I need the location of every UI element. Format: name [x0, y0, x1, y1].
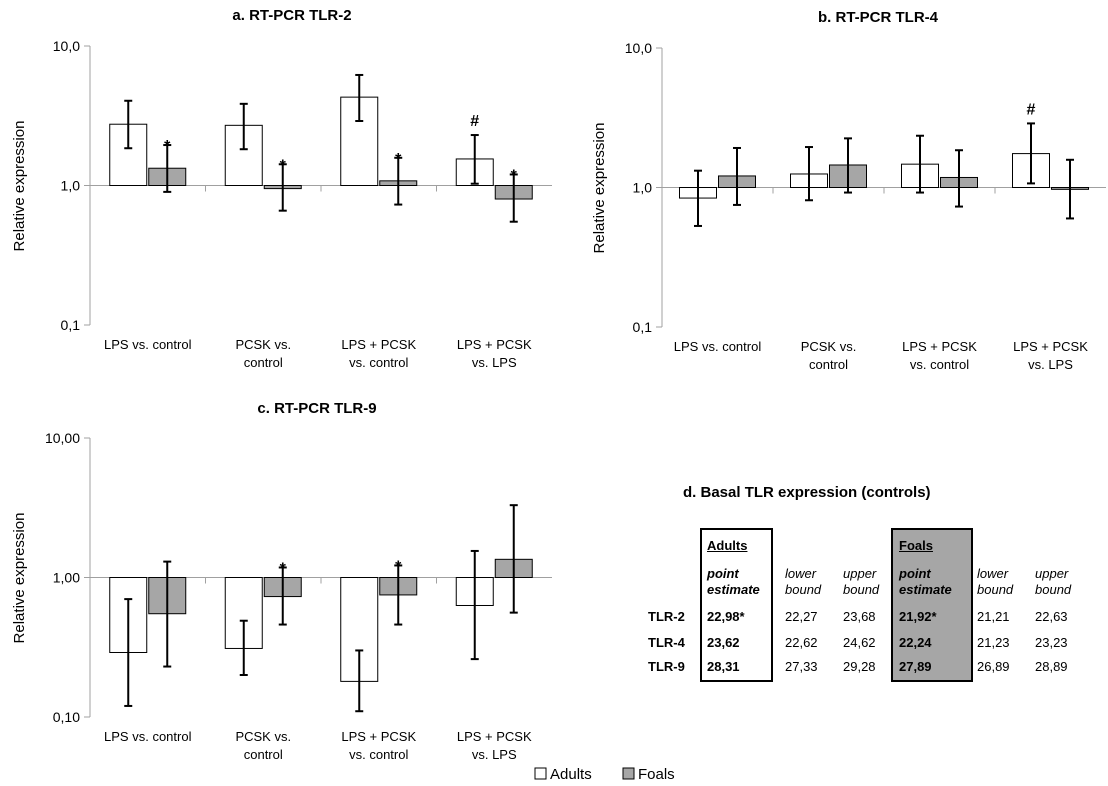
category-label: PCSK vs.: [235, 729, 291, 744]
y-tick-label: 10,0: [53, 38, 80, 54]
significance-asterisk: *: [280, 157, 287, 174]
significance-asterisk: *: [395, 558, 402, 575]
category-label: vs. control: [349, 355, 408, 370]
y-tick-label: 1,00: [53, 570, 80, 586]
category-label: LPS + PCSK: [341, 729, 416, 744]
table-title: d. Basal TLR expression (controls): [683, 484, 931, 501]
row-label-tlr2: TLR-2: [648, 609, 685, 624]
category-label: PCSK vs.: [235, 337, 291, 352]
category-label: LPS vs. control: [104, 729, 192, 744]
y-tick-label: 0,1: [633, 319, 653, 335]
significance-hash: #: [1027, 101, 1036, 118]
category-label: control: [244, 355, 283, 370]
category-label: LPS + PCSK: [1013, 339, 1088, 354]
basal-expression-table: d. Basal TLR expression (controls) Adult…: [645, 484, 1085, 704]
foals-lower-bound-header: lower bound: [977, 566, 1014, 597]
category-label: LPS vs. control: [104, 337, 192, 352]
adults-group-label: Adults: [707, 538, 748, 553]
chart-title: b. RT-PCR TLR-4: [818, 9, 939, 26]
foals-group-label: Foals: [899, 538, 933, 553]
tlr9-adults-lower: 27,33: [785, 659, 818, 674]
category-label: LPS + PCSK: [341, 337, 416, 352]
tlr4-foals-upper: 23,23: [1035, 635, 1068, 650]
significance-asterisk: *: [511, 167, 518, 184]
bar-adults: [340, 577, 379, 682]
category-label: vs. LPS: [1028, 357, 1073, 372]
significance-asterisk: *: [164, 138, 171, 155]
y-axis-title: Relative expression: [11, 121, 28, 252]
tlr4-foals-point: 22,24: [899, 635, 932, 650]
category-label: control: [244, 747, 283, 762]
tlr2-foals-point: 21,92*: [899, 609, 937, 624]
category-label: control: [809, 357, 848, 372]
tlr2-adults-upper: 23,68: [843, 609, 876, 624]
significance-asterisk: *: [395, 151, 402, 168]
category-label: LPS + PCSK: [457, 729, 532, 744]
legend-swatch-foals: [622, 767, 635, 780]
category-label: vs. control: [349, 747, 408, 762]
tlr2-foals-upper: 22,63: [1035, 609, 1068, 624]
adults-point-estimate-header: point estimate: [707, 566, 760, 597]
significance-asterisk: *: [280, 560, 287, 577]
row-label-tlr9: TLR-9: [648, 659, 685, 674]
tlr2-adults-point: 22,98*: [707, 609, 745, 624]
y-tick-label: 10,0: [625, 40, 652, 56]
tlr9-adults-point: 28,31: [707, 659, 740, 674]
y-axis-title: Relative expression: [591, 123, 608, 254]
category-label: vs. control: [910, 357, 969, 372]
tlr4-foals-lower: 21,23: [977, 635, 1010, 650]
tlr4-adults-lower: 22,62: [785, 635, 818, 650]
legend-swatch-adults: [534, 767, 547, 780]
tlr9-foals-lower: 26,89: [977, 659, 1010, 674]
chart-title: a. RT-PCR TLR-2: [232, 7, 351, 24]
adults-upper-bound-header: upper bound: [843, 566, 880, 597]
tlr2-foals-lower: 21,21: [977, 609, 1010, 624]
y-tick-label: 0,10: [53, 709, 80, 725]
y-tick-label: 0,1: [61, 317, 81, 333]
tlr9-foals-point: 27,89: [899, 659, 932, 674]
row-label-tlr4: TLR-4: [648, 635, 685, 650]
legend-label-foals: Foals: [638, 766, 675, 783]
category-label: vs. LPS: [472, 355, 517, 370]
legend-label-adults: Adults: [550, 766, 592, 783]
y-tick-label: 10,00: [45, 430, 80, 446]
y-tick-label: 1,0: [61, 178, 81, 194]
category-label: PCSK vs.: [801, 339, 857, 354]
tlr9-adults-upper: 29,28: [843, 659, 876, 674]
y-tick-label: 1,0: [633, 180, 653, 196]
tlr4-adults-point: 23,62: [707, 635, 740, 650]
category-label: vs. LPS: [472, 747, 517, 762]
category-label: LPS + PCSK: [457, 337, 532, 352]
tlr9-foals-upper: 28,89: [1035, 659, 1068, 674]
adults-lower-bound-header: lower bound: [785, 566, 822, 597]
tlr2-adults-lower: 22,27: [785, 609, 818, 624]
category-label: LPS + PCSK: [902, 339, 977, 354]
foals-group-box: [891, 528, 973, 682]
significance-hash: #: [470, 113, 479, 130]
category-label: LPS vs. control: [674, 339, 762, 354]
chart-title: c. RT-PCR TLR-9: [257, 400, 376, 417]
y-axis-title: Relative expression: [11, 513, 28, 644]
foals-upper-bound-header: upper bound: [1035, 566, 1072, 597]
adults-group-box: [700, 528, 773, 682]
foals-point-estimate-header: point estimate: [899, 566, 952, 597]
tlr4-adults-upper: 24,62: [843, 635, 876, 650]
